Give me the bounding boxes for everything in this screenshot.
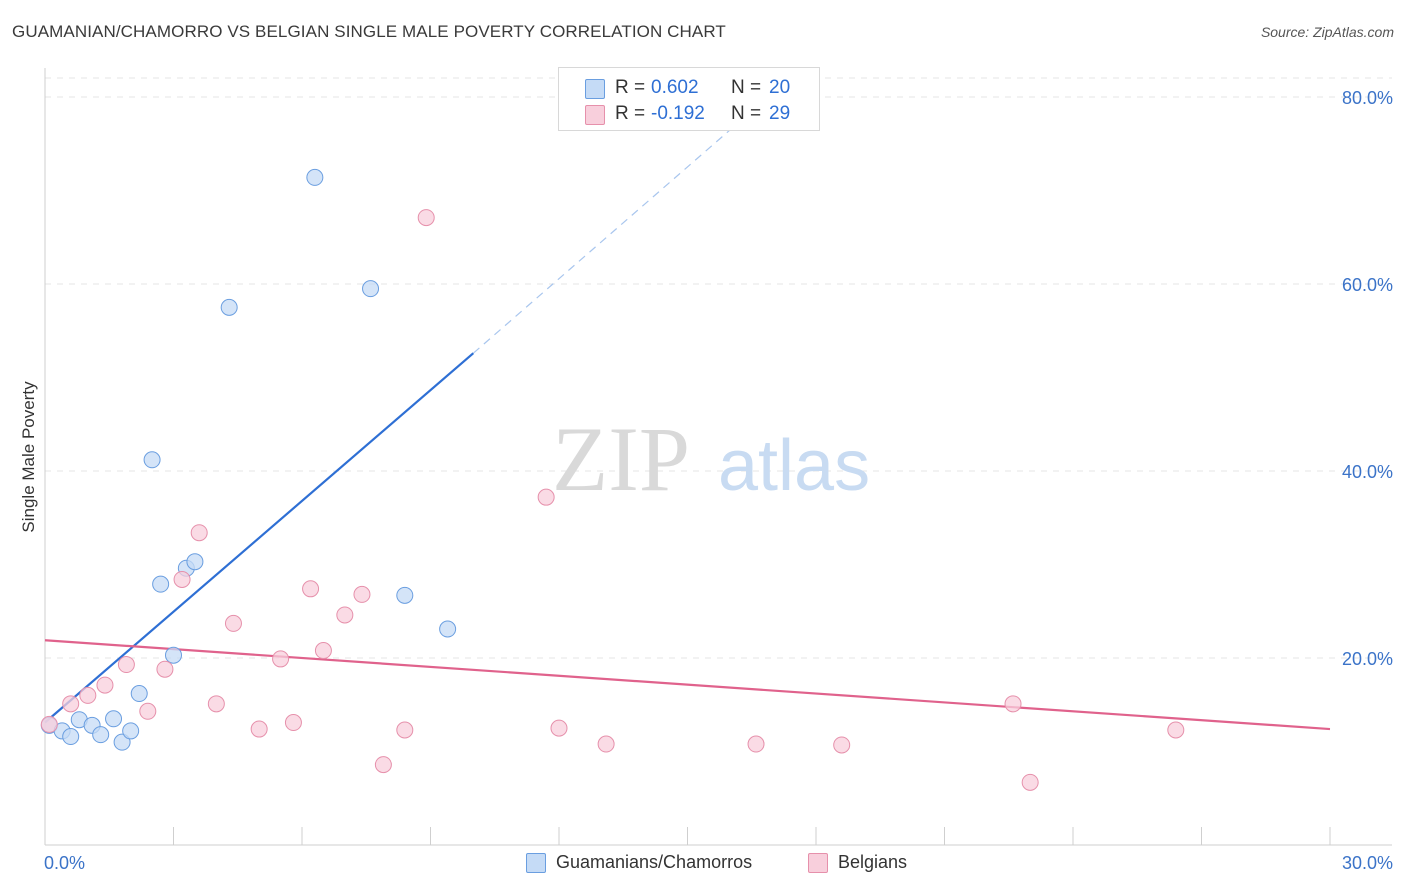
data-point-series-1	[362, 280, 380, 298]
data-point-series-2	[224, 614, 242, 632]
data-points	[40, 168, 1185, 791]
data-point-series-1	[186, 553, 204, 571]
data-point-series-2	[190, 524, 208, 542]
x-tick-label-max: 30.0%	[1342, 853, 1393, 873]
data-point-series-1	[113, 733, 131, 751]
legend-r-label: R =	[615, 103, 646, 124]
data-point-series-1	[105, 710, 123, 728]
trend-line-1	[44, 352, 475, 724]
legend-n-value: 29	[769, 103, 791, 124]
data-point-series-2	[62, 695, 80, 713]
data-point-series-2	[1021, 773, 1039, 791]
data-point-series-1	[439, 620, 457, 638]
axes: 0.0% 30.0%	[44, 68, 1393, 873]
data-point-series-2	[173, 570, 191, 588]
source-label: Source: ZipAtlas.com	[1260, 24, 1394, 40]
data-point-series-2	[139, 702, 157, 720]
legend-r-value: -0.192	[651, 103, 705, 124]
legend-r-value: 0.602	[651, 77, 699, 98]
data-point-series-2	[302, 580, 320, 598]
data-point-series-1	[122, 722, 140, 740]
legend-n-label: N =	[731, 77, 762, 98]
data-point-series-2	[207, 695, 225, 713]
data-point-series-2	[1004, 695, 1022, 713]
data-point-series-2	[747, 735, 765, 753]
data-point-series-2	[40, 715, 58, 733]
data-point-series-2	[272, 650, 290, 668]
watermark: ZIP atlas	[552, 408, 870, 510]
data-point-series-1	[92, 726, 110, 744]
y-tick-label: 40.0%	[1342, 462, 1393, 482]
legend-n-value: 20	[769, 77, 791, 98]
data-point-series-1	[152, 575, 170, 593]
y-tick-label: 60.0%	[1342, 275, 1393, 295]
data-point-series-1	[396, 586, 414, 604]
chart-title: GUAMANIAN/CHAMORRO VS BELGIAN SINGLE MAL…	[12, 22, 726, 41]
data-point-series-1	[165, 646, 182, 664]
trend-lines	[44, 110, 1331, 731]
data-point-series-2	[314, 642, 332, 660]
y-tick-label: 80.0%	[1342, 88, 1393, 108]
legend-r-label: R =	[615, 77, 646, 98]
x-tick-label-min: 0.0%	[44, 853, 85, 873]
data-point-series-2	[833, 736, 851, 754]
watermark-zip: ZIP	[552, 408, 690, 510]
data-point-series-2	[284, 714, 302, 732]
data-point-series-1	[306, 168, 324, 186]
data-point-series-2	[597, 735, 615, 753]
data-point-series-1	[220, 298, 238, 316]
legend-swatch-belgians	[585, 105, 605, 125]
data-point-series-1	[143, 451, 161, 469]
bottom-legend-swatch-belgians	[808, 853, 828, 873]
gridlines: 20.0% 40.0% 60.0% 80.0%	[45, 77, 1393, 669]
data-point-series-2	[374, 756, 392, 774]
data-point-series-2	[537, 488, 555, 506]
data-point-series-2	[336, 606, 354, 624]
watermark-atlas: atlas	[718, 426, 870, 506]
data-point-series-2	[250, 720, 268, 738]
y-tick-label: 20.0%	[1342, 649, 1393, 669]
data-point-series-2	[1167, 721, 1185, 739]
data-point-series-1	[62, 728, 80, 746]
data-point-series-2	[79, 686, 97, 704]
data-point-series-2	[353, 585, 371, 603]
trend-line-2	[44, 639, 1331, 731]
data-point-series-2	[117, 656, 135, 674]
data-point-series-2	[417, 209, 435, 227]
bottom-legend-label-belgians: Belgians	[838, 852, 908, 872]
legend-swatch-guamanians	[585, 79, 605, 99]
legend-n-label: N =	[731, 103, 762, 124]
correlation-legend: R = 0.602 N = 20 R = -0.192 N = 29	[558, 67, 820, 131]
y-axis-label: Single Male Poverty	[19, 381, 38, 533]
bottom-legend-swatch-guamanians	[526, 853, 546, 873]
trend-extension-1	[472, 110, 753, 354]
data-point-series-1	[130, 685, 148, 703]
data-point-series-2	[550, 719, 568, 737]
data-point-series-2	[396, 721, 414, 739]
data-point-series-2	[156, 660, 174, 678]
bottom-legend-label-guamanians: Guamanians/Chamorros	[556, 852, 753, 872]
data-point-series-2	[96, 676, 114, 694]
